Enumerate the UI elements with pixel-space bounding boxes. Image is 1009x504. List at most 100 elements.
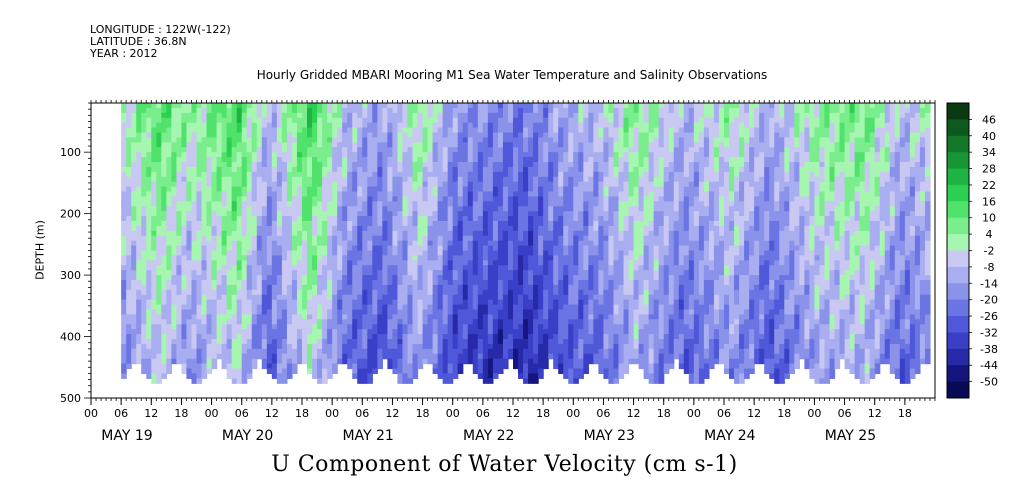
heatmap-cell — [437, 162, 444, 168]
heatmap-cell — [482, 250, 489, 257]
heatmap-cell — [523, 176, 529, 183]
heatmap-cell — [472, 284, 479, 291]
heatmap-cell — [523, 107, 529, 114]
heatmap-cell — [477, 284, 484, 291]
heatmap-cell — [126, 196, 132, 202]
heatmap-cell — [221, 196, 228, 202]
heatmap-cell — [513, 284, 519, 291]
heatmap-cell — [397, 299, 404, 306]
heatmap-cell — [312, 225, 318, 232]
heatmap-cell — [191, 265, 198, 271]
heatmap-cell — [362, 230, 368, 237]
heatmap-cell — [136, 171, 142, 178]
heatmap-cell — [347, 186, 353, 193]
heatmap-cell — [432, 265, 439, 271]
heatmap-cell — [256, 191, 263, 198]
heatmap-cell — [327, 171, 333, 178]
heatmap-cell — [422, 270, 429, 276]
heatmap-cell — [146, 353, 152, 360]
heatmap-cell — [553, 186, 559, 193]
heatmap-cell — [457, 221, 464, 227]
heatmap-cell — [467, 162, 474, 168]
heatmap-cell — [342, 201, 348, 207]
heatmap-cell — [221, 132, 228, 139]
heatmap-cell — [477, 329, 484, 335]
heatmap-cell — [266, 334, 273, 340]
heatmap-cell — [231, 181, 238, 188]
heatmap-cell — [538, 280, 544, 286]
heatmap-cell — [422, 235, 429, 242]
heatmap-cell — [507, 162, 514, 168]
heatmap-cell — [161, 117, 167, 124]
heatmap-cell — [276, 348, 283, 355]
heatmap-cell — [407, 245, 414, 252]
heatmap-cell — [523, 181, 529, 188]
heatmap-cell — [568, 373, 574, 379]
heatmap-cell — [221, 112, 228, 119]
heatmap-cell — [543, 235, 549, 242]
heatmap-cell — [397, 314, 404, 320]
heatmap-cell — [538, 127, 544, 134]
heatmap-cell — [176, 103, 183, 109]
heatmap-cell — [563, 280, 569, 286]
heatmap-cell — [302, 122, 308, 129]
heatmap-cell — [513, 235, 519, 242]
heatmap-cell — [492, 319, 499, 325]
heatmap-cell — [276, 299, 283, 306]
heatmap-cell — [397, 206, 404, 212]
heatmap-cell — [523, 201, 529, 207]
heatmap-cell — [402, 314, 409, 320]
heatmap-cell — [186, 363, 193, 370]
heatmap-cell — [136, 117, 142, 124]
heatmap-cell — [533, 157, 539, 163]
heatmap-cell — [573, 152, 579, 158]
heatmap-cell — [507, 221, 514, 227]
heatmap-cell — [568, 260, 574, 266]
heatmap-cell — [121, 157, 127, 163]
heatmap-cell — [377, 304, 383, 311]
heatmap-cell — [332, 343, 338, 350]
heatmap-cell — [181, 166, 188, 173]
heatmap-cell — [402, 117, 409, 124]
heatmap-cell — [181, 235, 188, 242]
heatmap-cell — [492, 103, 499, 109]
heatmap-cell — [553, 176, 559, 183]
heatmap-cell — [342, 137, 348, 143]
heatmap-cell — [291, 112, 298, 119]
heatmap-cell — [186, 152, 193, 158]
heatmap-cell — [422, 240, 429, 247]
heatmap-cell — [151, 196, 157, 202]
heatmap-cell — [347, 191, 353, 198]
heatmap-cell — [367, 157, 373, 163]
heatmap-cell — [312, 206, 318, 212]
heatmap-cell — [256, 206, 263, 212]
heatmap-cell — [281, 265, 288, 271]
heatmap-cell — [221, 358, 228, 365]
heatmap-cell — [317, 225, 323, 232]
heatmap-cell — [317, 363, 323, 370]
heatmap-cell — [437, 216, 444, 222]
heatmap-cell — [452, 127, 459, 134]
heatmap-cell — [573, 176, 579, 183]
heatmap-cell — [226, 103, 233, 109]
heatmap-cell — [291, 294, 298, 301]
heatmap-cell — [573, 147, 579, 153]
heatmap-cell — [327, 230, 333, 237]
heatmap-cell — [523, 142, 529, 148]
heatmap-cell — [477, 299, 484, 306]
heatmap-cell — [568, 137, 574, 143]
heatmap-cell — [312, 358, 318, 365]
heatmap-cell — [362, 245, 368, 252]
heatmap-cell — [276, 235, 283, 242]
heatmap-cell — [543, 309, 549, 316]
heatmap-cell — [216, 166, 223, 173]
heatmap-cell — [156, 103, 162, 109]
heatmap-cell — [487, 299, 494, 306]
heatmap-cell — [487, 132, 494, 139]
year-label: YEAR : 2012 — [90, 47, 158, 60]
heatmap-cell — [543, 166, 549, 173]
heatmap-cell — [307, 206, 313, 212]
heatmap-cell — [357, 216, 363, 222]
heatmap-cell — [296, 329, 303, 335]
heatmap-cell — [397, 221, 404, 227]
